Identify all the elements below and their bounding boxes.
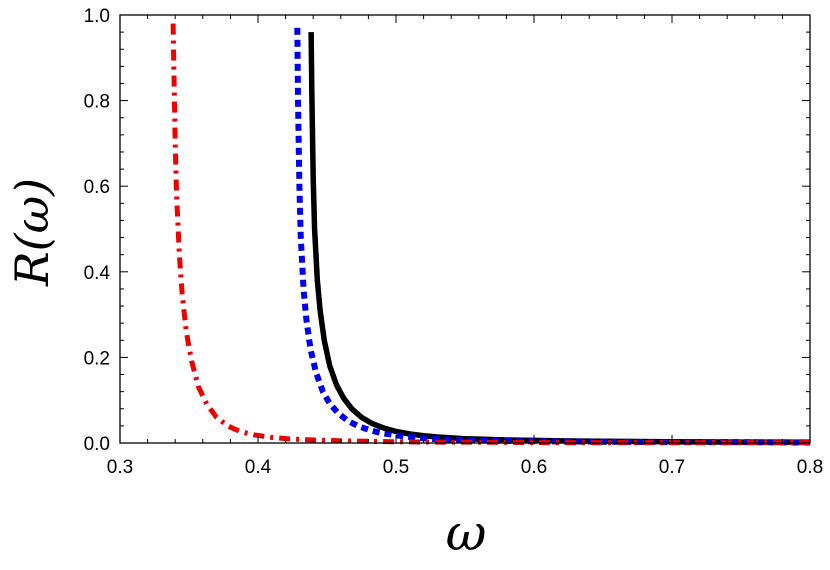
- x-tick-label: 0.8: [797, 457, 823, 478]
- x-tick-label: 0.4: [245, 457, 272, 478]
- y-tick-label: 0.0: [84, 434, 110, 455]
- y-tick-label: 0.2: [84, 348, 110, 369]
- y-axis-label: R(ω): [5, 178, 59, 287]
- y-tick-label: 0.4: [84, 263, 111, 284]
- tick-layer: 0.3 0.4 0.5 0.6 0.7 0.8 0.0 0.2 0.4 0.6 0.8 1.0: [84, 6, 824, 478]
- x-tick-label: 0.3: [107, 457, 133, 478]
- y-tick-label: 0.6: [84, 177, 110, 198]
- plot-frame: [119, 14, 811, 444]
- x-tick-label: 0.6: [521, 457, 547, 478]
- y-tick-label: 1.0: [84, 6, 110, 27]
- x-tick-label: 0.5: [383, 457, 409, 478]
- y-tick-label: 0.8: [84, 92, 110, 113]
- x-axis-label: ω: [446, 504, 487, 562]
- x-tick-label: 0.7: [659, 457, 685, 478]
